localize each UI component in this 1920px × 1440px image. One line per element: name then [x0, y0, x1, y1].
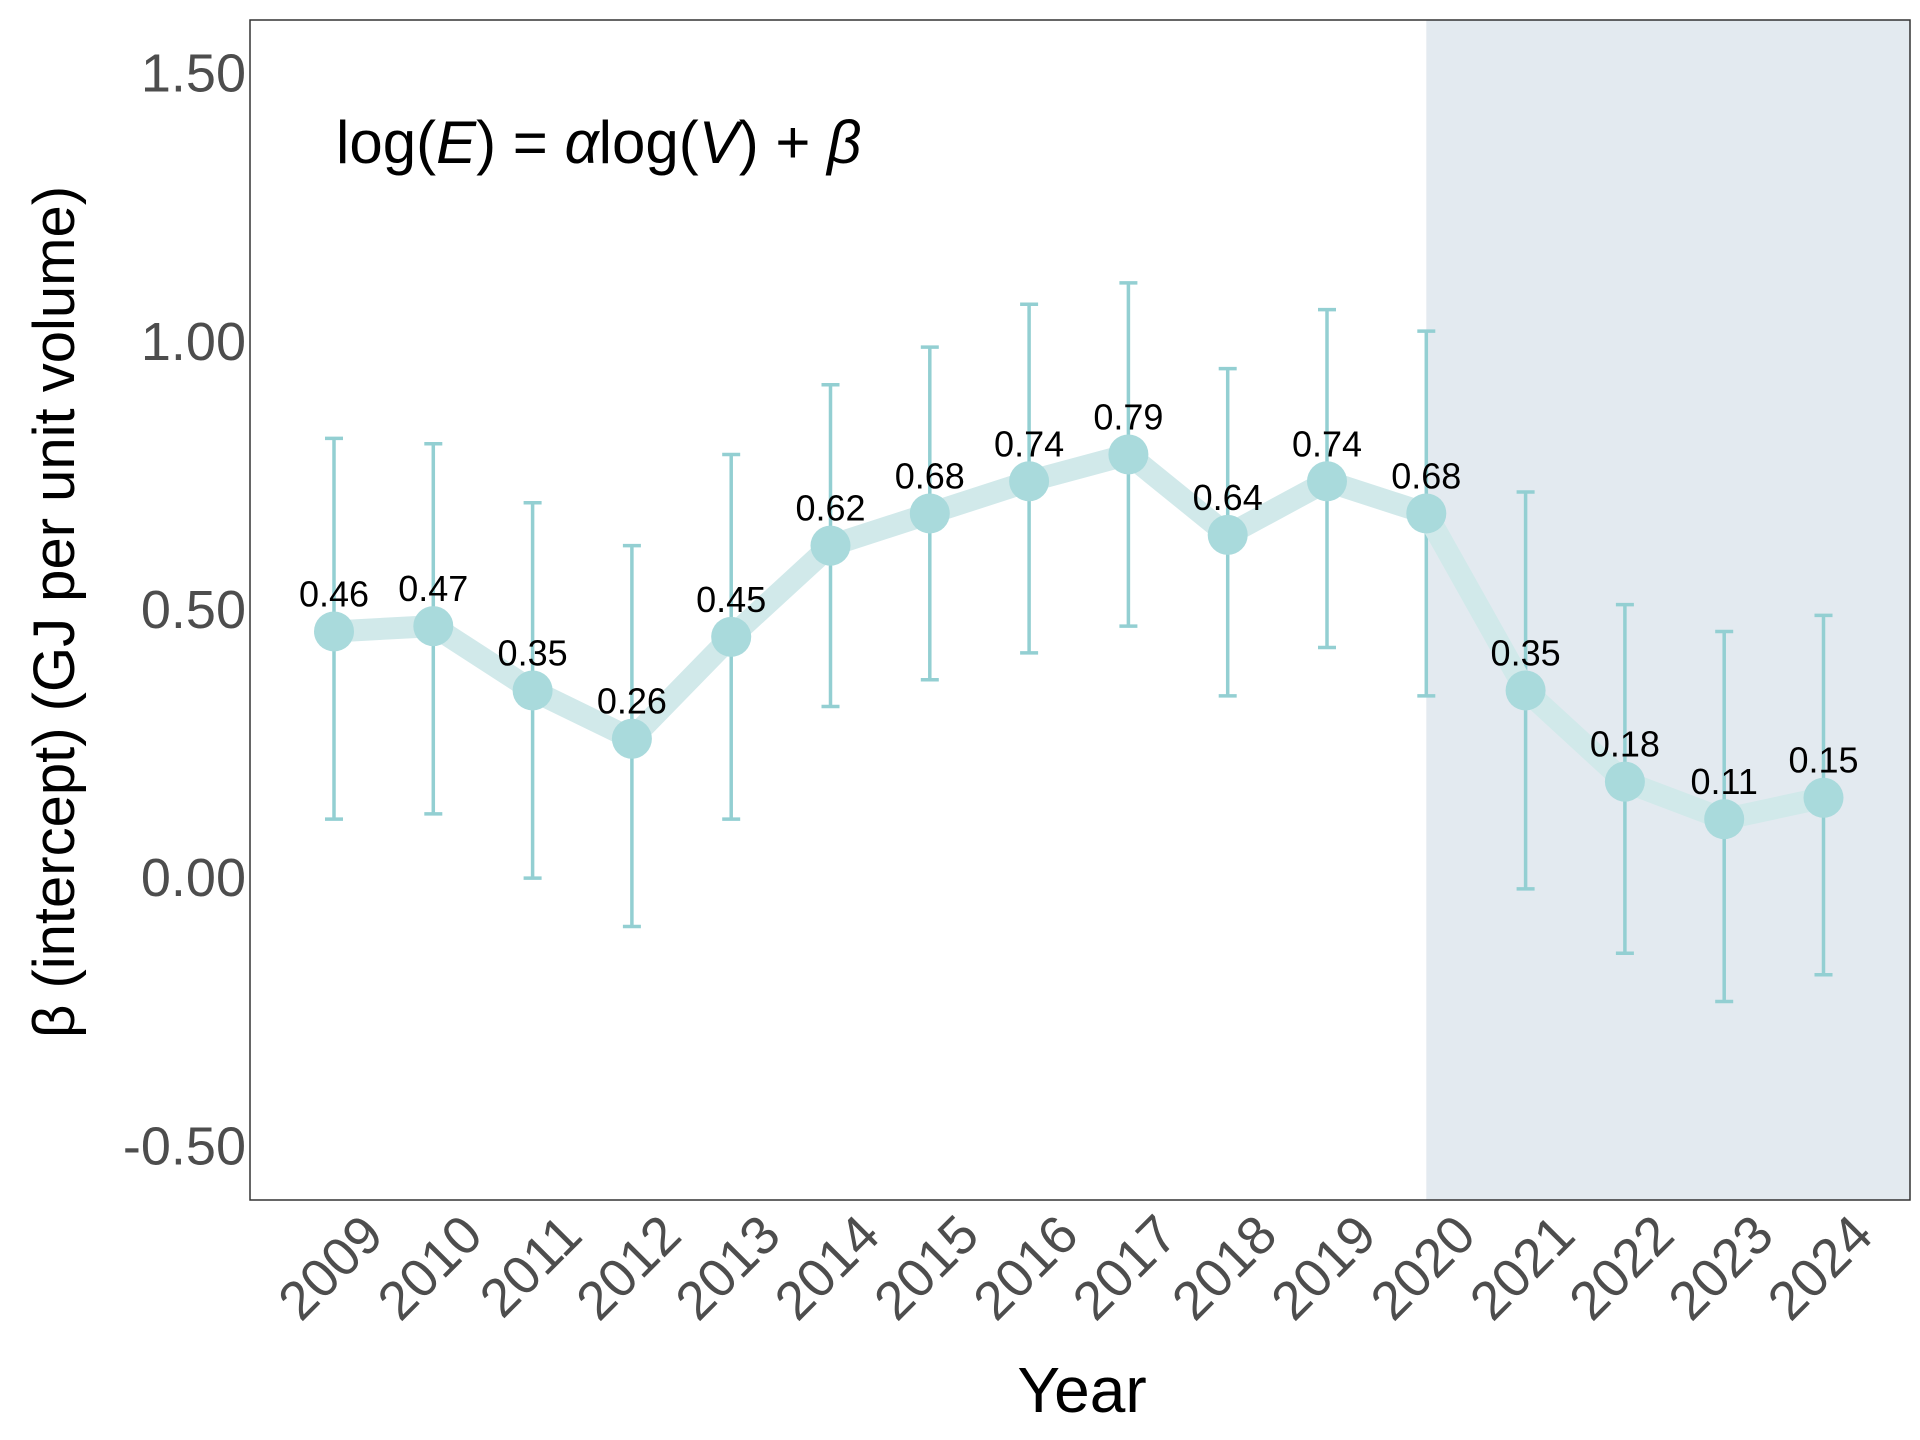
data-label-2009: 0.46: [299, 573, 369, 614]
data-label-2023: 0.11: [1690, 761, 1757, 802]
x-tick-label: 2022: [1558, 1204, 1685, 1331]
x-tick-label: 2021: [1459, 1204, 1586, 1331]
y-axis-ticks: -0.50 0.00 0.50 1.00 1.50: [123, 44, 246, 1177]
data-point-2018: [1207, 514, 1248, 555]
x-tick-label: 2014: [764, 1204, 891, 1331]
y-tick-label: -0.50: [123, 1116, 246, 1176]
data-label-2024: 0.15: [1788, 740, 1858, 781]
x-tick-label: 2024: [1757, 1204, 1884, 1331]
data-label-2011: 0.35: [498, 632, 568, 673]
x-tick-label: 2020: [1359, 1204, 1486, 1331]
data-label-2014: 0.62: [795, 488, 865, 529]
y-tick-label: 0.50: [141, 580, 246, 640]
data-label-2018: 0.64: [1193, 477, 1263, 518]
x-axis-ticks: 2009201020112012201320142015201620172018…: [267, 1204, 1884, 1331]
y-tick-label: 1.00: [141, 312, 246, 372]
data-label-2015: 0.68: [895, 455, 965, 496]
data-label-2016: 0.74: [994, 423, 1064, 464]
x-tick-label: 2013: [664, 1204, 791, 1331]
data-point-2022: [1604, 761, 1645, 802]
x-tick-label: 2015: [863, 1204, 990, 1331]
data-points: [314, 434, 1844, 840]
formula-annotation: log(E) = αlog(V) + β: [336, 109, 861, 176]
x-tick-label: 2019: [1260, 1204, 1387, 1331]
data-point-2013: [711, 616, 752, 657]
data-point-2024: [1803, 777, 1844, 818]
data-label-2020: 0.68: [1391, 455, 1461, 496]
data-label-2019: 0.74: [1292, 423, 1362, 464]
data-point-2023: [1704, 799, 1745, 840]
shaded-region: [1426, 20, 1910, 1200]
y-axis-title: β (intercept) (GJ per unit volume): [22, 186, 87, 1038]
x-tick-label: 2016: [962, 1204, 1089, 1331]
data-point-2010: [413, 606, 454, 647]
data-point-2014: [810, 525, 851, 566]
x-tick-label: 2011: [469, 1204, 594, 1329]
data-label-2017: 0.79: [1093, 396, 1163, 437]
x-tick-label: 2009: [267, 1204, 394, 1331]
x-tick-label: 2012: [565, 1204, 692, 1331]
data-label-2012: 0.26: [597, 681, 667, 722]
y-tick-label: 1.50: [141, 44, 246, 104]
data-point-2021: [1505, 670, 1546, 711]
data-point-2020: [1406, 493, 1447, 534]
y-tick-label: 0.00: [141, 848, 246, 908]
data-label-2013: 0.45: [696, 579, 766, 620]
data-point-2012: [611, 718, 652, 759]
x-tick-label: 2018: [1161, 1204, 1288, 1331]
panel-border: [249, 19, 1911, 1201]
series-line: [323, 443, 1835, 831]
data-label-2022: 0.18: [1590, 724, 1660, 765]
data-point-2015: [909, 493, 950, 534]
data-point-2019: [1307, 461, 1347, 502]
x-tick-label: 2010: [366, 1204, 493, 1331]
data-point-2009: [314, 611, 354, 652]
data-point-2016: [1009, 461, 1050, 502]
x-tick-label: 2017: [1062, 1204, 1189, 1331]
data-point-2017: [1108, 434, 1149, 475]
data-label-2010: 0.47: [398, 568, 468, 609]
x-tick-label: 2023: [1657, 1204, 1784, 1331]
data-label-2021: 0.35: [1491, 632, 1561, 673]
data-labels: 0.46 0.47 0.35 0.26 0.45 0.62 0.68 0.74 0.79 0.64…: [299, 396, 1859, 802]
x-axis-title: Year: [1017, 1354, 1146, 1426]
data-point-2011: [512, 670, 553, 711]
